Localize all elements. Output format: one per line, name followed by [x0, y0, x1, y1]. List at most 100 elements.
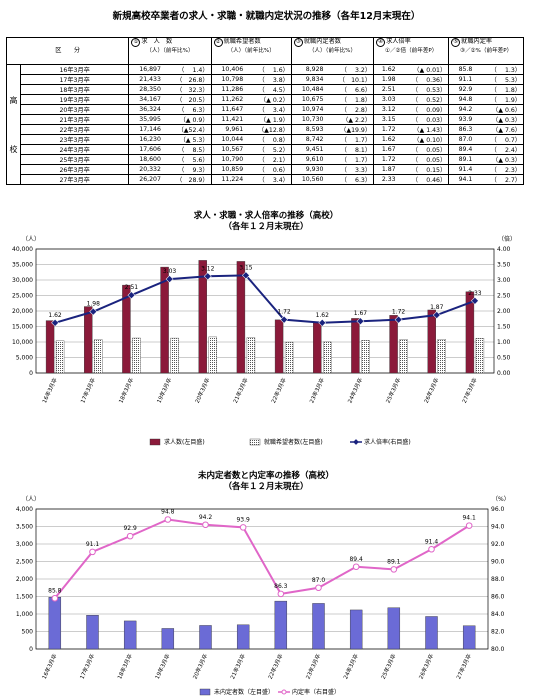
col-label: 就職希望者数 [223, 38, 261, 45]
cell-ratio-diff: （▲ 1.43） [397, 124, 450, 135]
row-year: 26年3月卒 [19, 164, 130, 175]
cell-applicants: 11,262 [210, 94, 246, 105]
bar-primary [465, 291, 475, 374]
data-label: 1.72 [277, 309, 291, 316]
y-tick-right: 3.50 [497, 262, 511, 269]
y-tick-right: 0.50 [497, 355, 511, 362]
cell-rate: 86.3 [448, 124, 475, 135]
cell-ratio: 3.15 [373, 114, 398, 125]
data-label: 94.1 [462, 515, 476, 522]
table-row: 24年3月卒 17,606 （ 8.5） 10,567 （ 5.2） 9,451 （ 8.1… [7, 144, 525, 155]
cell-offers: 17,146 [128, 124, 163, 135]
bar-primary [86, 615, 99, 650]
bar-primary [161, 628, 175, 650]
x-tick-label: 23年3月卒 [307, 376, 326, 404]
cell-rate-diff: （ 5.3） [474, 74, 525, 85]
y-tick-left: 35,000 [12, 262, 33, 269]
x-tick-label: 24年3月卒 [341, 652, 360, 680]
legend-label: 求人倍率(右目盛) [364, 438, 411, 446]
data-label: 93.9 [236, 516, 250, 523]
cell-ratio-diff: （ 0.05） [397, 154, 450, 165]
col-sub: （人）（前年比%） [227, 48, 275, 54]
line-point [352, 563, 360, 571]
bar-primary [349, 609, 363, 650]
cell-placed: 10,730 [290, 114, 326, 125]
cell-applicants: 11,647 [210, 104, 246, 115]
line-point [165, 275, 174, 283]
x-tick-label: 25年3月卒 [384, 376, 403, 404]
y-tick-left: 5,000 [16, 355, 33, 362]
plot-frame [35, 508, 489, 650]
cell-rate-diff: （ 0.7） [474, 134, 525, 145]
table-row: 21年3月卒 35,995 （▲ 0.9） 11,421 （▲ 1.9） 10,730 （▲… [7, 114, 525, 125]
y-axis-left-label: （人） [22, 496, 40, 503]
data-label: 89.4 [349, 556, 363, 563]
cell-placed: 8,593 [290, 124, 326, 135]
cell-placed: 10,560 [290, 174, 326, 185]
cell-offers: 34,167 [128, 94, 163, 105]
cell-offers: 17,606 [128, 144, 163, 155]
line-point [318, 318, 327, 327]
chart-unplaced: 未内定者数と内定率の推移（高校）（各年１２月末現在） （人） （%） 0 80.0 500… [16, 470, 510, 696]
cell-rate: 87.0 [448, 134, 475, 145]
cell-ratio: 3.03 [373, 94, 398, 105]
cell-ratio-diff: （ 0.05） [397, 144, 450, 155]
bar-primary [389, 315, 398, 374]
y-tick-right: 4.00 [497, 246, 511, 253]
table-row: 23年3月卒 16,230 （▲ 5.3） 10,044 （ 0.8） 8,742 （ 1.… [7, 134, 525, 145]
legend-label: 未内定者数（左目盛） [214, 688, 274, 696]
cell-offers-pct: （ 20.5） [162, 94, 212, 105]
bar-secondary [170, 337, 179, 374]
row-year: 17年3月卒 [19, 74, 130, 85]
bar-secondary [55, 340, 65, 374]
x-tick-label: 27年3月卒 [460, 376, 479, 404]
line-point [242, 271, 250, 280]
cell-applicants-pct: （ 0.6） [245, 164, 292, 175]
bar-primary [274, 600, 288, 650]
cell-placed: 10,675 [290, 94, 326, 105]
bar-primary [427, 309, 436, 374]
cell-placed: 9,610 [290, 154, 326, 165]
x-tick-label: 26年3月卒 [422, 376, 441, 404]
cell-applicants: 10,798 [210, 74, 246, 85]
cell-applicants-pct: （▲ 0.2） [245, 94, 292, 105]
x-tick-label: 19年3月卒 [153, 652, 172, 680]
header-kubun: 区 分 [5, 37, 130, 65]
cell-offers-pct: （ 8.5） [162, 144, 212, 155]
legend-swatch [149, 438, 161, 446]
table-row: 19年3月卒 34,167 （ 20.5） 11,262 （▲ 0.2） 10,675 （ … [7, 94, 525, 105]
data-label: 1.62 [48, 312, 62, 319]
cell-rate: 94.8 [448, 94, 475, 105]
bar-primary [122, 284, 131, 374]
y-tick-right: 1.50 [497, 324, 511, 331]
bar-primary [313, 322, 322, 374]
data-label: 92.9 [123, 525, 137, 532]
line-point [203, 272, 212, 281]
cell-ratio: 3.12 [373, 104, 398, 115]
col-mark: ⑤ [451, 38, 461, 47]
cell-ratio-diff: （ 0.15） [397, 164, 450, 175]
row-year: 21年3月卒 [19, 114, 130, 125]
y-tick-right: 90.0 [491, 559, 505, 566]
y-tick-left: 0 [29, 370, 33, 377]
cell-placed-pct: （ 1.8） [325, 94, 375, 105]
legend-label: 就職希望者数(左目盛) [264, 438, 323, 446]
x-tick-label: 21年3月卒 [231, 376, 250, 404]
cell-offers: 16,897 [128, 64, 163, 75]
cell-ratio: 2.51 [373, 84, 398, 95]
bar-primary [236, 624, 250, 650]
line-point [127, 291, 136, 300]
col-label: 就職内定率 [461, 38, 493, 45]
cell-placed-pct: （ 3.2） [325, 64, 375, 75]
x-tick-label: 22年3月卒 [269, 376, 288, 404]
data-label: 3.12 [201, 265, 215, 272]
header-col-3: ③ 就職内定者数 （人）（前年比%） [290, 37, 375, 65]
cell-placed: 10,484 [290, 84, 326, 95]
y-tick-right: 2.00 [497, 308, 511, 315]
cell-ratio-diff: （ 0.03） [397, 114, 450, 125]
cell-placed-pct: （▲ 2.2） [325, 114, 375, 125]
bar-primary [274, 319, 284, 374]
cell-placed: 8,742 [290, 134, 326, 145]
table-row: 26年3月卒 20,332 （ 9.3） 10,859 （ 0.6） 9,930 （ 3.3… [7, 164, 525, 175]
cell-placed-pct: （ 6.6） [325, 84, 375, 95]
